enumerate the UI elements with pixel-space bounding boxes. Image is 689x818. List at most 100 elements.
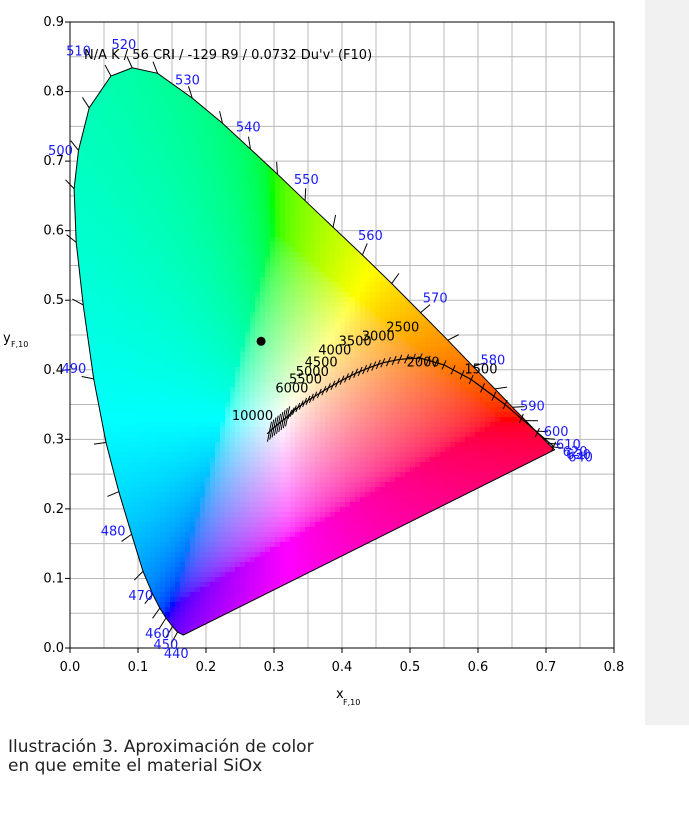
gamut-cell (80, 152, 86, 158)
gamut-cell (150, 177, 156, 183)
gamut-cell (125, 302, 131, 308)
gamut-cell (255, 212, 261, 218)
gamut-cell (215, 542, 221, 548)
gamut-cell (185, 502, 191, 508)
gamut-cell (140, 247, 146, 253)
gamut-cell (125, 222, 131, 228)
gamut-cell (175, 492, 181, 498)
gamut-cell (160, 332, 166, 338)
gamut-cell (220, 557, 226, 563)
gamut-cell (160, 192, 166, 198)
gamut-cell (175, 417, 181, 423)
gamut-cell (145, 97, 151, 103)
gamut-cell (145, 577, 151, 583)
gamut-cell (190, 427, 196, 433)
gamut-cell (205, 357, 211, 363)
gamut-cell (125, 387, 131, 393)
gamut-cell (245, 202, 251, 208)
gamut-cell (130, 472, 136, 478)
gamut-cell (205, 392, 211, 398)
gamut-cell (170, 227, 176, 233)
gamut-cell (180, 287, 186, 293)
gamut-cell (230, 197, 236, 203)
gamut-cell (225, 272, 231, 278)
gamut-cell (125, 447, 131, 453)
gamut-cell (190, 382, 196, 388)
gamut-cell (165, 327, 171, 333)
gamut-cell (210, 152, 216, 158)
gamut-cell (230, 137, 236, 143)
gamut-cell (130, 522, 136, 528)
gamut-cell (205, 607, 211, 613)
gamut-cell (220, 322, 226, 328)
gamut-cell (190, 202, 196, 208)
gamut-cell (160, 577, 166, 583)
gamut-cell (210, 302, 216, 308)
gamut-cell (120, 307, 126, 313)
gamut-cell (115, 132, 121, 138)
gamut-cell (235, 267, 241, 273)
gamut-cell (240, 197, 246, 203)
gamut-cell (110, 102, 116, 108)
gamut-cell (120, 422, 126, 428)
gamut-cell (185, 337, 191, 343)
gamut-cell (235, 337, 241, 343)
gamut-cell (110, 217, 116, 223)
gamut-cell (190, 207, 196, 213)
gamut-cell (205, 177, 211, 183)
gamut-cell (140, 512, 146, 518)
gamut-cell (120, 432, 126, 438)
gamut-cell (185, 427, 191, 433)
gamut-cell (260, 297, 266, 303)
gamut-cell (145, 402, 151, 408)
gamut-cell (225, 317, 231, 323)
gamut-cell (245, 322, 251, 328)
gamut-cell (235, 142, 241, 148)
gamut-cell (165, 552, 171, 558)
gamut-cell (180, 447, 186, 453)
gamut-cell (240, 542, 246, 548)
gamut-cell (125, 102, 131, 108)
gamut-cell (150, 227, 156, 233)
gamut-cell (165, 412, 171, 418)
gamut-cell (215, 162, 221, 168)
gamut-cell (220, 522, 226, 528)
gamut-cell (150, 527, 156, 533)
gamut-cell (115, 402, 121, 408)
gamut-cell (80, 267, 86, 273)
gamut-cell (175, 97, 181, 103)
gamut-cell (240, 282, 246, 288)
gamut-cell (130, 177, 136, 183)
gamut-cell (95, 362, 101, 368)
gamut-cell (180, 627, 186, 633)
gamut-cell (200, 322, 206, 328)
gamut-cell (225, 397, 231, 403)
gamut-cell (95, 112, 101, 118)
gamut-cell (185, 607, 191, 613)
gamut-cell (265, 382, 271, 388)
gamut-cell (200, 447, 206, 453)
gamut-cell (230, 407, 236, 413)
gamut-cell (200, 287, 206, 293)
gamut-cell (110, 392, 116, 398)
gamut-cell (150, 187, 156, 193)
gamut-cell (165, 442, 171, 448)
gamut-cell (100, 362, 106, 368)
gamut-cell (200, 377, 206, 383)
gamut-cell (180, 462, 186, 468)
gamut-cell (170, 172, 176, 178)
gamut-cell (205, 117, 211, 123)
gamut-cell (150, 347, 156, 353)
gamut-cell (165, 397, 171, 403)
gamut-cell (160, 472, 166, 478)
gamut-cell (160, 312, 166, 318)
gamut-cell (195, 182, 201, 188)
gamut-cell (205, 262, 211, 268)
gamut-cell (185, 422, 191, 428)
gamut-cell (185, 457, 191, 463)
gamut-cell (245, 487, 251, 493)
gamut-cell (255, 282, 261, 288)
gamut-cell (200, 187, 206, 193)
gamut-cell (245, 472, 251, 478)
gamut-cell (140, 412, 146, 418)
